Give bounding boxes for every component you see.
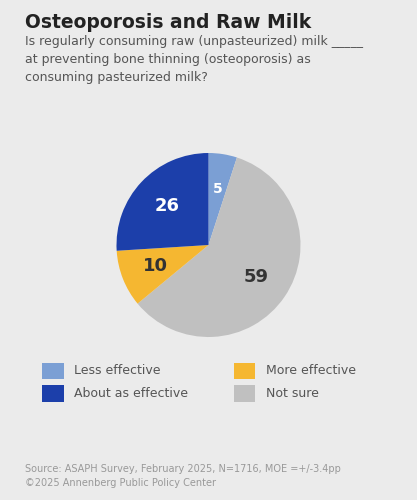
Text: Osteoporosis and Raw Milk: Osteoporosis and Raw Milk — [25, 12, 311, 32]
Text: Source: ASAPH Survey, February 2025, N=1716, MOE =+/-3.4pp
©2025 Annenberg Publi: Source: ASAPH Survey, February 2025, N=1… — [25, 464, 341, 487]
Wedge shape — [117, 245, 208, 304]
Text: More effective: More effective — [266, 364, 356, 378]
Text: Less effective: Less effective — [74, 364, 161, 378]
Wedge shape — [138, 158, 301, 337]
Wedge shape — [208, 153, 237, 245]
Text: 26: 26 — [154, 197, 179, 215]
Text: 5: 5 — [213, 182, 222, 196]
Text: 10: 10 — [143, 257, 168, 275]
Text: Is regularly consuming raw (unpasteurized) milk _____
at preventing bone thinnin: Is regularly consuming raw (unpasteurize… — [25, 35, 363, 84]
Text: About as effective: About as effective — [74, 387, 188, 400]
Wedge shape — [116, 153, 208, 251]
Text: Not sure: Not sure — [266, 387, 319, 400]
Text: 59: 59 — [243, 268, 268, 286]
